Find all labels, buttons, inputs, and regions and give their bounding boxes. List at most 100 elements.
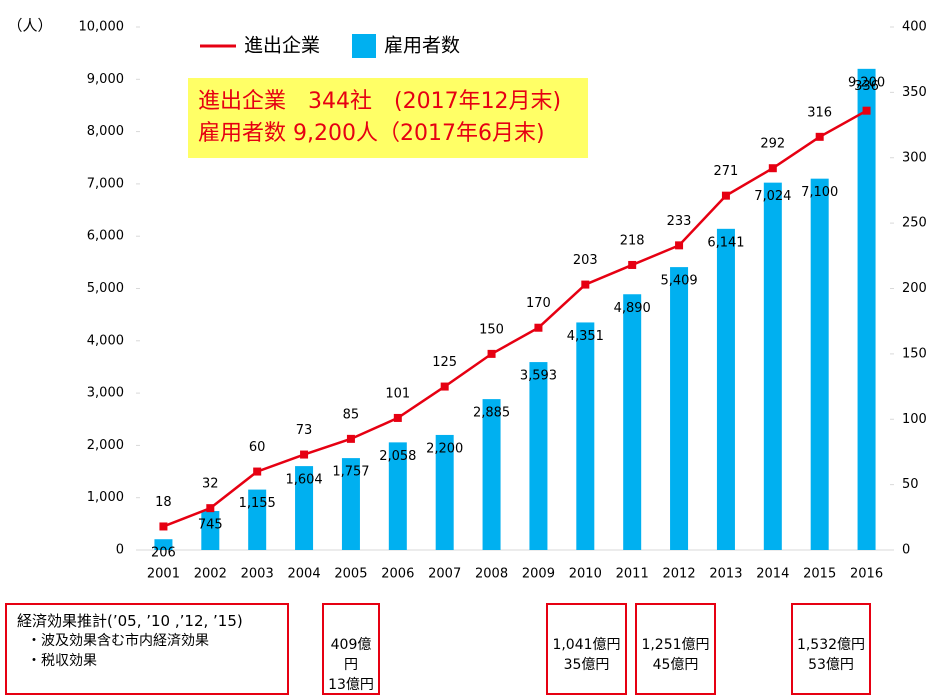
line-marker <box>206 504 215 513</box>
x-tick-label: 2011 <box>616 567 649 582</box>
bar-label: 4,890 <box>614 301 651 316</box>
y-tick-label: 5,000 <box>87 281 124 296</box>
notes-item: ・波及効果含む市内経済効果 <box>27 633 209 649</box>
bar <box>529 362 548 550</box>
x-tick-label: 2016 <box>850 567 883 582</box>
line-marker <box>393 413 402 422</box>
line-marker <box>300 450 309 459</box>
y-tick-label: 2,000 <box>87 438 124 453</box>
y2-tick-label: 150 <box>902 346 927 361</box>
bar-label: 2,058 <box>379 449 416 464</box>
effect-value: 1,251億円 <box>641 637 710 653</box>
effect-box: 1,532億円 53億円 <box>791 603 871 695</box>
x-tick-label: 2004 <box>288 567 321 582</box>
line-label: 203 <box>573 253 598 268</box>
y-axis-label: （人） <box>7 17 52 35</box>
bar-label: 1,604 <box>285 473 322 488</box>
line-marker <box>487 349 496 358</box>
bar <box>716 228 735 551</box>
line-marker <box>721 191 730 200</box>
line-label: 336 <box>854 79 879 94</box>
effect-value: 1,041億円 <box>552 637 621 653</box>
x-tick-label: 2001 <box>147 567 180 582</box>
line-marker <box>346 434 355 443</box>
y2-tick-label: 300 <box>902 150 927 165</box>
bar-label: 5,409 <box>660 274 697 289</box>
effect-box: 409億円 13億円 <box>322 603 380 695</box>
effect-box: 1,251億円 45億円 <box>635 603 716 695</box>
line-label: 218 <box>620 233 645 248</box>
line-label: 150 <box>479 322 504 337</box>
x-tick-label: 2015 <box>803 567 836 582</box>
x-tick-label: 2003 <box>241 567 274 582</box>
x-tick-label: 2014 <box>756 567 789 582</box>
bar-label: 2,200 <box>426 441 463 456</box>
bar-label: 6,141 <box>707 235 744 250</box>
y2-tick-label: 50 <box>902 477 919 492</box>
effect-value: 45億円 <box>652 657 699 673</box>
bar <box>388 442 407 550</box>
bar-label: 3,593 <box>520 369 557 384</box>
x-tick-label: 2007 <box>428 567 461 582</box>
y2-tick-label: 100 <box>902 412 927 427</box>
line-label: 85 <box>343 407 360 422</box>
line-marker <box>862 106 871 115</box>
y-tick-label: 1,000 <box>87 490 124 505</box>
bar <box>482 399 501 550</box>
chart: （人） 進出企業 344社 (2017年12月末) 雇用者数 9,200人（20… <box>7 17 927 582</box>
bar-label: 1,155 <box>239 496 276 511</box>
annotation: 進出企業 344社 (2017年12月末) <box>198 89 561 114</box>
bar-label: 1,757 <box>332 465 369 480</box>
x-tick-label: 2006 <box>381 567 414 582</box>
line-label: 101 <box>385 386 410 401</box>
bar <box>248 489 267 550</box>
legend-swatch <box>352 34 376 58</box>
line <box>162 109 868 528</box>
bar <box>295 466 314 550</box>
notes-box: 経済効果推計(’05, ’10 ,’12, ’15) ・波及効果含む市内経済効果… <box>5 603 289 695</box>
x-tick-label: 2008 <box>475 567 508 582</box>
line-marker <box>768 164 777 173</box>
effect-box: 1,041億円 35億円 <box>546 603 627 695</box>
bar-label: 2,885 <box>473 406 510 421</box>
line-label: 125 <box>432 355 457 370</box>
bar-label: 206 <box>151 546 176 561</box>
x-tick-label: 2002 <box>194 567 227 582</box>
line-marker <box>815 132 824 141</box>
bar <box>670 267 689 550</box>
effect-value: 13億円 <box>328 677 374 693</box>
notes-title: 経済効果推計(’05, ’10 ,’12, ’15) <box>17 612 243 630</box>
bar <box>154 539 173 550</box>
y-tick-label: 9,000 <box>87 72 124 87</box>
y-tick-label: 7,000 <box>87 176 124 191</box>
bar <box>857 68 876 550</box>
bar-label: 7,024 <box>754 189 791 204</box>
line-label: 32 <box>202 477 219 492</box>
line-label: 170 <box>526 296 551 311</box>
bar-label: 4,351 <box>567 329 604 344</box>
notes-item: ・税収効果 <box>27 653 97 669</box>
line-marker <box>253 467 262 476</box>
line-marker <box>628 260 637 269</box>
bar <box>435 434 454 550</box>
bar-label: 745 <box>198 518 223 533</box>
legend-label: 進出企業 <box>244 35 320 57</box>
effect-value: 1,532億円 <box>796 637 866 653</box>
y2-tick-label: 400 <box>902 20 927 35</box>
line-marker <box>581 280 590 289</box>
bar <box>576 322 595 550</box>
line-label: 233 <box>667 214 692 229</box>
line-label: 73 <box>296 423 313 438</box>
x-tick-label: 2013 <box>709 567 742 582</box>
bar-label: 7,100 <box>801 185 838 200</box>
y-tick-label: 6,000 <box>87 229 124 244</box>
x-tick-label: 2010 <box>569 567 602 582</box>
bar <box>810 178 829 551</box>
y2-tick-label: 350 <box>902 85 927 100</box>
line-marker <box>675 241 684 250</box>
y-tick-label: 0 <box>116 543 124 558</box>
annotation: 雇用者数 9,200人（2017年6月末) <box>198 121 545 146</box>
y-tick-label: 3,000 <box>87 386 124 401</box>
line-label: 292 <box>760 137 785 152</box>
